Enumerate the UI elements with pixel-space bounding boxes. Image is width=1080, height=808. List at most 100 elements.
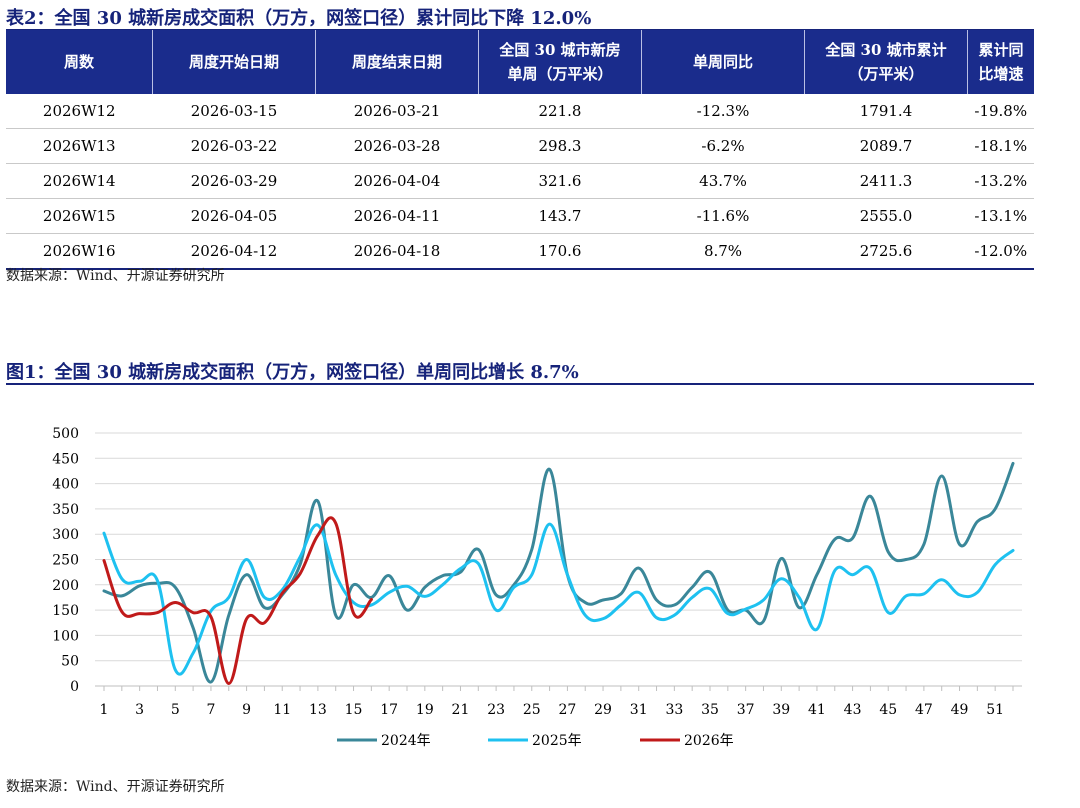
x-tick-label: 51	[986, 702, 1004, 718]
x-tick-label: 39	[772, 702, 790, 718]
y-tick-label: 200	[52, 578, 79, 594]
x-tick-label: 41	[808, 702, 826, 718]
x-tick-label: 7	[206, 702, 215, 718]
cell-cumulative-yoy: -13.1%	[967, 198, 1034, 234]
cell-cumulative-area: 2089.7	[804, 128, 968, 164]
x-tick-label: 17	[380, 702, 398, 718]
chart-series	[102, 461, 1015, 686]
legend-label: 2026年	[684, 733, 734, 749]
cell-cumulative-yoy: -18.1%	[967, 128, 1034, 164]
table-header-row: 周数 周度开始日期 周度结束日期 全国 30 城市新房 单周（万平米） 单周同比 …	[6, 30, 1034, 94]
x-tick-label: 27	[558, 702, 576, 718]
table-source-note: 数据来源：Wind、开源证券研究所	[6, 268, 225, 284]
x-tick-label: 49	[951, 702, 969, 718]
figure-title-rule	[6, 383, 1034, 385]
cell-start-date: 2026-04-12	[152, 233, 316, 270]
x-tick-label: 1	[100, 702, 109, 718]
cell-week: 2026W13	[6, 128, 153, 164]
cell-weekly-yoy: 8.7%	[641, 233, 805, 270]
legend-label: 2025年	[532, 733, 582, 749]
cell-week: 2026W16	[6, 233, 153, 270]
x-tick-label: 5	[171, 702, 180, 718]
cell-cumulative-yoy: -13.2%	[967, 163, 1034, 199]
cell-end-date: 2026-04-04	[315, 163, 479, 199]
cell-end-date: 2026-04-18	[315, 233, 479, 270]
cell-weekly-yoy: -11.6%	[641, 198, 805, 234]
cell-end-date: 2026-03-28	[315, 128, 479, 164]
cell-end-date: 2026-04-11	[315, 198, 479, 234]
header-end-date: 周度结束日期	[315, 30, 479, 94]
cell-weekly-area: 221.8	[478, 94, 642, 129]
x-tick-label: 31	[630, 702, 648, 718]
y-tick-label: 100	[52, 628, 79, 644]
table-title: 表2：全国 30 城新房成交面积（万方，网签口径）累计同比下降 12.0%	[6, 8, 592, 29]
y-tick-label: 450	[52, 451, 79, 467]
cell-weekly-area: 170.6	[478, 233, 642, 270]
cell-start-date: 2026-03-29	[152, 163, 316, 199]
chart-gridlines	[95, 432, 1022, 662]
y-tick-label: 0	[70, 679, 79, 695]
cell-week: 2026W14	[6, 163, 153, 199]
table-row: 2026W12 2026-03-15 2026-03-21 221.8 -12.…	[6, 94, 1034, 129]
legend-label: 2024年	[381, 733, 431, 749]
header-week: 周数	[6, 30, 153, 94]
x-tick-label: 21	[452, 702, 470, 718]
table-row: 2026W14 2026-03-29 2026-04-04 321.6 43.7…	[6, 163, 1034, 199]
cell-weekly-yoy: -12.3%	[641, 94, 805, 129]
weekly-transaction-table: 周数 周度开始日期 周度结束日期 全国 30 城市新房 单周（万平米） 单周同比 …	[6, 30, 1034, 270]
series-line-2026年	[102, 516, 373, 686]
y-tick-label: 400	[52, 477, 79, 493]
y-tick-label: 250	[52, 553, 79, 569]
cell-start-date: 2026-04-05	[152, 198, 316, 234]
cell-start-date: 2026-03-15	[152, 94, 316, 129]
chart-legend: 2024年 2025年 2026年	[337, 733, 734, 749]
series-line-2024年	[102, 461, 1015, 684]
x-tick-label: 19	[416, 702, 434, 718]
x-tick-label: 35	[701, 702, 719, 718]
cell-cumulative-area: 2725.6	[804, 233, 968, 270]
y-tick-label: 500	[52, 426, 79, 442]
header-weekly-yoy: 单周同比	[641, 30, 805, 94]
cell-cumulative-yoy: -19.8%	[967, 94, 1034, 129]
cell-week: 2026W15	[6, 198, 153, 234]
x-tick-label: 47	[915, 702, 933, 718]
figure-title: 图1：全国 30 城新房成交面积（万方，网签口径）单周同比增长 8.7%	[6, 362, 579, 383]
table-row: 2026W13 2026-03-22 2026-03-28 298.3 -6.2…	[6, 128, 1034, 164]
cell-weekly-area: 321.6	[478, 163, 642, 199]
header-cumulative-yoy: 累计同比增速	[967, 30, 1034, 94]
x-tick-label: 23	[487, 702, 505, 718]
y-tick-label: 300	[52, 527, 79, 543]
figure-source-note: 数据来源：Wind、开源证券研究所	[6, 779, 225, 795]
cell-start-date: 2026-03-22	[152, 128, 316, 164]
cell-weekly-yoy: -6.2%	[641, 128, 805, 164]
x-tick-label: 37	[737, 702, 755, 718]
cell-cumulative-area: 1791.4	[804, 94, 968, 129]
x-tick-label: 15	[345, 702, 363, 718]
header-start-date: 周度开始日期	[152, 30, 316, 94]
cell-cumulative-area: 2411.3	[804, 163, 968, 199]
series-line-2025年	[102, 522, 1015, 676]
x-tick-label: 25	[523, 702, 541, 718]
cell-weekly-yoy: 43.7%	[641, 163, 805, 199]
x-tick-label: 11	[273, 702, 291, 718]
cell-end-date: 2026-03-21	[315, 94, 479, 129]
x-tick-label: 29	[594, 702, 612, 718]
table-row: 2026W16 2026-04-12 2026-04-18 170.6 8.7%…	[6, 233, 1034, 270]
table-row: 2026W15 2026-04-05 2026-04-11 143.7 -11.…	[6, 198, 1034, 234]
cell-weekly-area: 298.3	[478, 128, 642, 164]
cell-cumulative-yoy: -12.0%	[967, 233, 1034, 270]
x-tick-label: 43	[844, 702, 862, 718]
header-weekly-area: 全国 30 城市新房 单周（万平米）	[478, 30, 642, 94]
cell-week: 2026W12	[6, 94, 153, 129]
cell-weekly-area: 143.7	[478, 198, 642, 234]
y-tick-label: 350	[52, 502, 79, 518]
x-tick-label: 45	[879, 702, 897, 718]
x-tick-label: 3	[135, 702, 144, 718]
y-tick-label: 50	[61, 654, 79, 670]
header-cumulative-area: 全国 30 城市累计 （万平米）	[804, 30, 968, 94]
y-tick-label: 150	[52, 603, 79, 619]
x-tick-label: 13	[309, 702, 327, 718]
cell-cumulative-area: 2555.0	[804, 198, 968, 234]
